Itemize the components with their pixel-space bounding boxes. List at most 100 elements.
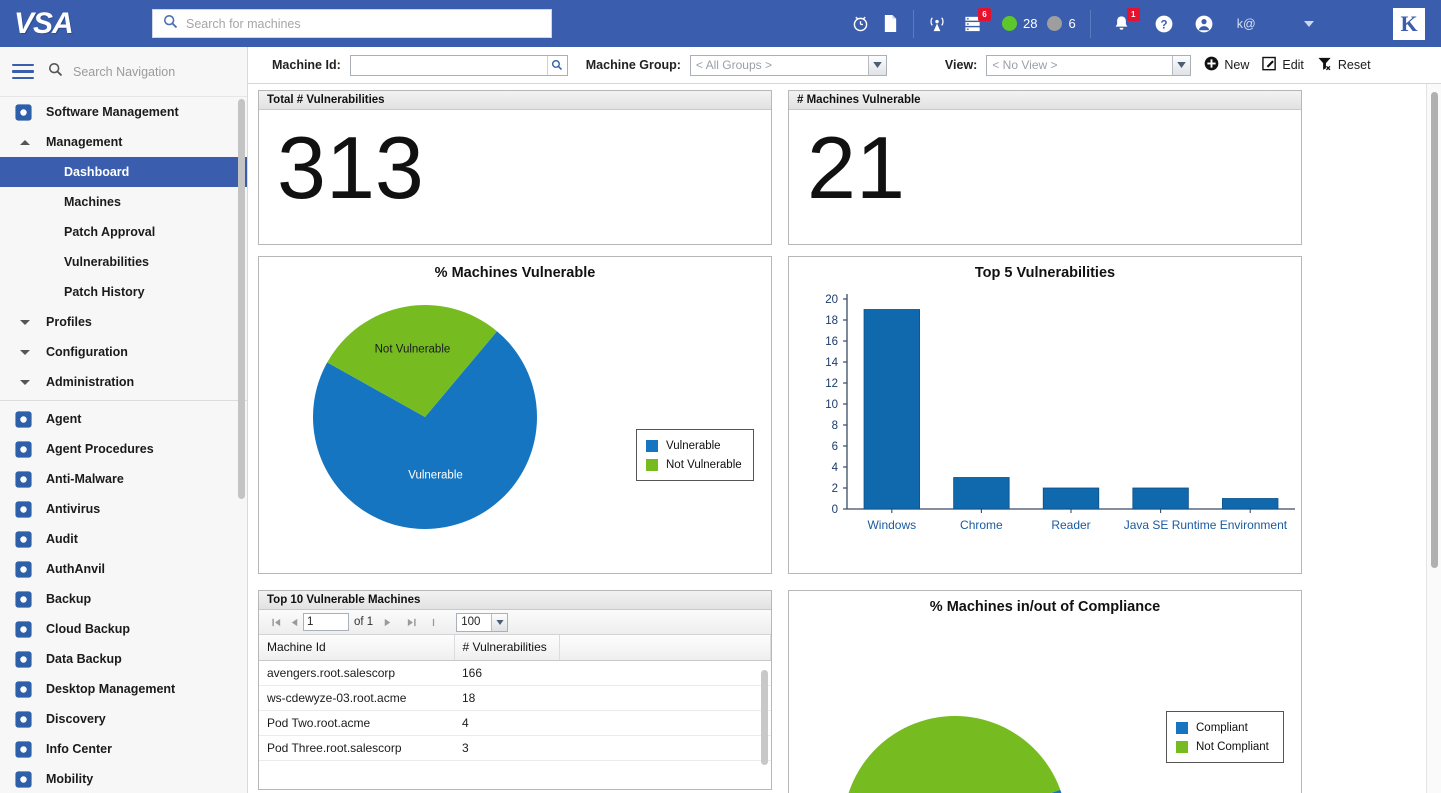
machine-group-select[interactable]: < All Groups > bbox=[689, 54, 887, 76]
column-header-machine-id[interactable]: Machine Id bbox=[259, 635, 455, 661]
y-tick-label: 12 bbox=[825, 378, 838, 390]
global-search-box[interactable] bbox=[152, 9, 552, 38]
x-tick-label: Reader bbox=[1051, 518, 1090, 532]
first-page-button[interactable] bbox=[267, 613, 285, 631]
machine-group-chevron-down-icon[interactable] bbox=[867, 55, 886, 75]
software-management-icon bbox=[14, 103, 40, 122]
chevron-down-icon[interactable] bbox=[14, 349, 40, 355]
y-tick-label: 14 bbox=[825, 357, 838, 369]
sidebar-item-info-center[interactable]: Info Center bbox=[0, 734, 247, 764]
nav-search-row[interactable] bbox=[0, 47, 247, 97]
pie-slice-vulnerable[interactable] bbox=[313, 331, 537, 529]
sidebar-item-desktop-management[interactable]: Desktop Management bbox=[0, 674, 247, 704]
widget-total-vulnerabilities: Total # Vulnerabilities 313 bbox=[258, 90, 772, 245]
machine-group-value: < All Groups > bbox=[695, 58, 772, 72]
user-account-icon[interactable] bbox=[1189, 9, 1219, 39]
bar[interactable] bbox=[1042, 487, 1100, 510]
table-header-row: Machine Id # Vulnerabilities bbox=[259, 635, 771, 661]
legend-swatch-vulnerable bbox=[646, 439, 658, 452]
next-page-button[interactable] bbox=[378, 613, 396, 631]
table-row[interactable]: Pod Two.root.acme 4 bbox=[259, 710, 771, 736]
document-icon[interactable] bbox=[875, 9, 905, 39]
sidebar-item-mobility[interactable]: Mobility bbox=[0, 764, 247, 793]
last-page-button[interactable] bbox=[402, 613, 420, 631]
bar[interactable] bbox=[1222, 498, 1279, 510]
widget-top5-vulnerabilities: Top 5 Vulnerabilities 0 2 4 6 8 10 12 14 16 18 20 W… bbox=[788, 256, 1302, 574]
search-input[interactable] bbox=[186, 16, 551, 31]
status-offline-count: 6 bbox=[1068, 16, 1076, 31]
help-icon[interactable]: ? bbox=[1149, 9, 1179, 39]
sidebar-item-backup[interactable]: Backup bbox=[0, 584, 247, 614]
table-row[interactable]: ws-cdewyze-03.root.acme 18 bbox=[259, 685, 771, 711]
pie-slice-not-vulnerable[interactable] bbox=[327, 305, 497, 417]
machine-id-search-icon[interactable] bbox=[546, 55, 567, 75]
sidebar-item-cloud-backup[interactable]: Cloud Backup bbox=[0, 614, 247, 644]
table-row[interactable]: avengers.root.salescorp 166 bbox=[259, 660, 771, 686]
column-header-num-vulnerabilities[interactable]: # Vulnerabilities bbox=[454, 635, 560, 661]
sidebar-scrollbar-thumb[interactable] bbox=[238, 99, 245, 499]
sidebar-item-vulnerabilities[interactable]: Vulnerabilities bbox=[0, 247, 247, 277]
table-scrollbar-thumb[interactable] bbox=[761, 670, 768, 765]
sidebar-item-profiles[interactable]: Profiles bbox=[0, 307, 247, 337]
hamburger-menu-icon[interactable] bbox=[12, 60, 34, 84]
sidebar-item-data-backup[interactable]: Data Backup bbox=[0, 644, 247, 674]
pie-slice-not-compliant[interactable] bbox=[843, 716, 1061, 793]
new-button[interactable]: New bbox=[1204, 56, 1249, 74]
sidebar-item-label: Agent Procedures bbox=[46, 442, 154, 456]
filter-toolbar: Machine Id: Machine Group: < All Groups … bbox=[248, 47, 1441, 84]
nav-search-input[interactable] bbox=[73, 64, 247, 79]
sidebar-item-label: Info Center bbox=[46, 742, 112, 756]
prev-page-button[interactable] bbox=[285, 613, 303, 631]
bar[interactable] bbox=[1132, 487, 1189, 510]
refresh-page-button[interactable] bbox=[424, 613, 442, 631]
desktop-management-icon bbox=[15, 680, 32, 698]
cell-num-vulnerabilities: 18 bbox=[454, 685, 559, 711]
sidebar-item-audit[interactable]: Audit bbox=[0, 524, 247, 554]
sidebar-item-management[interactable]: Management bbox=[0, 127, 247, 157]
sidebar-item-machines[interactable]: Machines bbox=[0, 187, 247, 217]
machine-id-input[interactable] bbox=[350, 55, 547, 75]
sidebar-item-patch-approval[interactable]: Patch Approval bbox=[0, 217, 247, 247]
sidebar-item-administration[interactable]: Administration bbox=[0, 367, 247, 397]
sidebar-item-software-management[interactable]: Software Management bbox=[0, 97, 247, 127]
page-size-chevron-down-icon[interactable] bbox=[491, 613, 508, 631]
chevron-down-icon[interactable] bbox=[14, 319, 40, 325]
page-number-input[interactable] bbox=[303, 613, 349, 631]
chevron-up-icon[interactable] bbox=[14, 139, 40, 145]
cell-machine-id: Pod Two.root.acme bbox=[259, 710, 454, 736]
edit-button[interactable]: Edit bbox=[1262, 56, 1304, 74]
machine-id-field[interactable] bbox=[349, 54, 568, 76]
sidebar-item-authanvil[interactable]: AuthAnvil bbox=[0, 554, 247, 584]
sidebar-item-antivirus[interactable]: Antivirus bbox=[0, 494, 247, 524]
legend-swatch-not-compliant bbox=[1176, 740, 1188, 753]
broadcast-icon[interactable] bbox=[922, 9, 952, 39]
bar[interactable] bbox=[953, 477, 1010, 510]
sidebar-item-discovery[interactable]: Discovery bbox=[0, 704, 247, 734]
view-chevron-down-icon[interactable] bbox=[1172, 55, 1191, 75]
alarm-clock-icon[interactable] bbox=[845, 9, 875, 39]
page-size-value: 100 bbox=[461, 616, 481, 628]
sidebar-item-agent[interactable]: Agent bbox=[0, 404, 247, 434]
pie-slice-compliant[interactable] bbox=[955, 789, 1067, 793]
alerts-badge: 1 bbox=[1126, 7, 1140, 21]
sidebar-item-agent-procedures[interactable]: Agent Procedures bbox=[0, 434, 247, 464]
sidebar-item-label: Backup bbox=[46, 592, 92, 606]
sidebar-item-configuration[interactable]: Configuration bbox=[0, 337, 247, 367]
page-scrollbar-track[interactable] bbox=[1426, 84, 1441, 793]
bar[interactable] bbox=[863, 309, 920, 510]
sidebar-item-patch-history[interactable]: Patch History bbox=[0, 277, 247, 307]
notifications-bell-icon[interactable]: 1 bbox=[1107, 7, 1140, 39]
page-size-select[interactable]: 100 bbox=[456, 612, 509, 632]
reset-button[interactable]: Reset bbox=[1317, 56, 1371, 74]
user-menu-chevron-down-icon[interactable] bbox=[1303, 20, 1314, 27]
cell-machine-id: avengers.root.salescorp bbox=[259, 660, 454, 686]
sidebar-item-anti-malware[interactable]: Anti-Malware bbox=[0, 464, 247, 494]
table-row[interactable]: Pod Three.root.salescorp 3 bbox=[259, 735, 771, 761]
servers-icon[interactable]: 6 bbox=[958, 7, 991, 39]
column-header-empty[interactable] bbox=[559, 635, 771, 661]
sidebar-item-dashboard[interactable]: Dashboard bbox=[0, 157, 247, 187]
page-scrollbar-thumb[interactable] bbox=[1431, 92, 1438, 568]
view-select[interactable]: < No View > bbox=[986, 54, 1192, 76]
chevron-down-icon[interactable] bbox=[14, 379, 40, 385]
